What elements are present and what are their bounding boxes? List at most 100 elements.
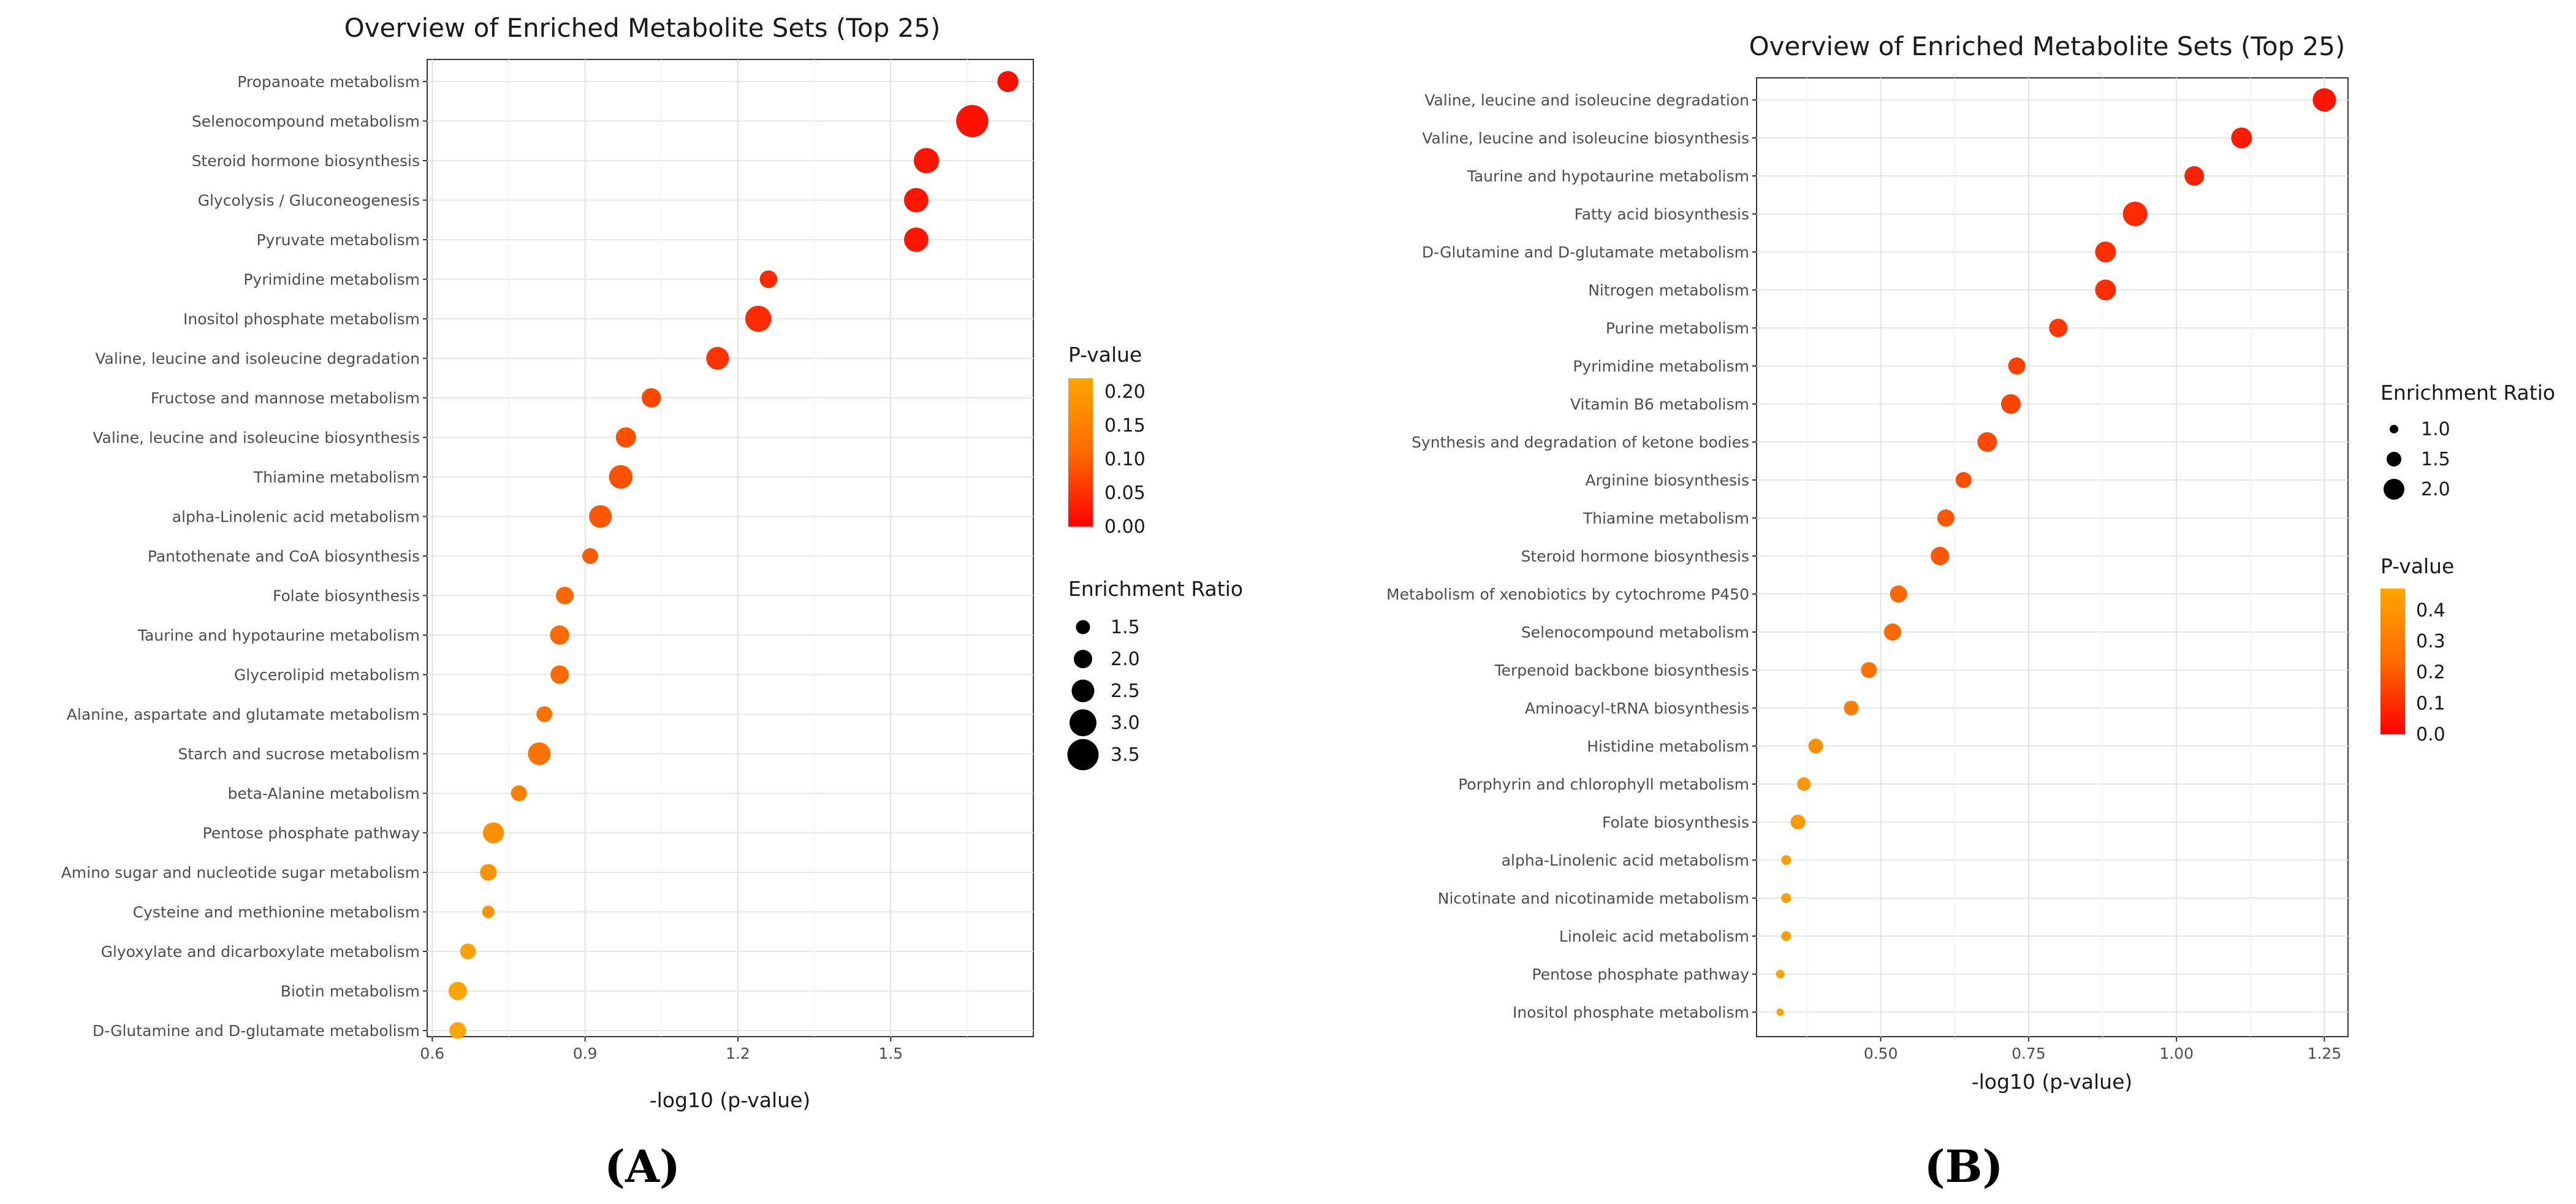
chart-a-x-tick-label: 1.5 bbox=[878, 1045, 903, 1062]
chart-a-size-legend: Enrichment Ratio 1.5 2.0 2.5 3.0 3.5 bbox=[1067, 577, 1243, 771]
chart-a-y-tick-label: Folate biosynthesis bbox=[273, 587, 420, 605]
chart-b-color-legend-label: 0.2 bbox=[2416, 662, 2445, 684]
chart-b-size-legend: Enrichment Ratio 1.0 1.5 2.0 bbox=[2380, 381, 2555, 500]
chart-a-x-tick-labels: 0.6 0.9 1.2 1.5 bbox=[420, 1045, 903, 1062]
chart-a-point bbox=[528, 742, 551, 765]
chart-b-x-tick-label: 0.50 bbox=[1864, 1045, 1898, 1062]
chart-b-color-legend: P-value 0.4 0.3 0.2 0.1 0.0 bbox=[2380, 554, 2454, 745]
chart-a-color-legend-label: 0.00 bbox=[1104, 516, 1146, 538]
chart-b-color-legend-label: 0.4 bbox=[2416, 600, 2445, 621]
chart-b-y-tick-label: Synthesis and degradation of ketone bodi… bbox=[1411, 433, 1749, 451]
chart-a-points bbox=[448, 70, 1019, 1039]
chart-b-color-legend-label: 0.3 bbox=[2416, 631, 2445, 652]
chart-b-point bbox=[2095, 280, 2116, 300]
chart-b-point bbox=[1861, 662, 1877, 678]
chart-a-x-axis-title: -log10 (p-value) bbox=[650, 1088, 811, 1112]
chart-a-size-legend-key bbox=[1071, 679, 1095, 703]
chart-b-title: Overview of Enriched Metabolite Sets (To… bbox=[1749, 31, 2346, 61]
chart-a-y-tick-label: beta-Alanine metabolism bbox=[228, 785, 420, 802]
chart-a-y-tick-label: Valine, leucine and isoleucine degradati… bbox=[95, 350, 420, 368]
chart-b-y-tick-label: Porphyrin and chlorophyll metabolism bbox=[1458, 775, 1749, 793]
chart-b-y-tick-label: Pyrimidine metabolism bbox=[1573, 357, 1749, 375]
chart-b-y-tick-label: Metabolism of xenobiotics by cytochrome … bbox=[1386, 585, 1749, 603]
chart-a-y-tick-label: Starch and sucrose metabolism bbox=[178, 745, 420, 763]
chart-b-color-legend-label: 0.1 bbox=[2416, 693, 2445, 714]
chart-b-point bbox=[1955, 472, 1972, 488]
chart-b-point bbox=[2122, 202, 2148, 226]
panel-a-label: (A) bbox=[604, 1140, 680, 1192]
chart-b-y-tick-label: Pentose phosphate pathway bbox=[1532, 966, 1750, 983]
chart-a-color-legend-label: 0.15 bbox=[1104, 415, 1146, 436]
chart-a-point bbox=[615, 427, 636, 448]
chart-a-point bbox=[482, 905, 495, 918]
chart-a-size-legend-label: 3.5 bbox=[1111, 744, 1140, 766]
chart-a-y-tick-label: Pyrimidine metabolism bbox=[243, 271, 420, 289]
chart-a-size-legend-label: 2.5 bbox=[1111, 680, 1140, 702]
chart-b-point bbox=[1790, 815, 1806, 829]
chart-b-point bbox=[2008, 357, 2026, 375]
chart-a-size-legend-key bbox=[1074, 650, 1092, 668]
chart-b-point bbox=[1776, 1008, 1784, 1016]
chart-a-size-legend-key bbox=[1070, 709, 1096, 736]
chart-b-point bbox=[1931, 547, 1950, 565]
chart-a-point bbox=[745, 305, 772, 332]
chart-a-point bbox=[589, 505, 612, 528]
chart-b-point bbox=[1781, 931, 1791, 941]
chart-a-point bbox=[913, 148, 940, 173]
chart-b-point bbox=[2049, 319, 2068, 337]
chart-a-color-legend: P-value 0.20 0.15 0.10 0.05 0.00 bbox=[1068, 343, 1146, 538]
chart-a-point bbox=[706, 347, 729, 370]
chart-b-point bbox=[1890, 585, 1907, 603]
chart-b-y-tick-label: Selenocompound metabolism bbox=[1521, 623, 1749, 641]
chart-a-size-legend-label: 3.0 bbox=[1111, 712, 1140, 734]
chart-a-y-tick-label: Glyoxylate and dicarboxylate metabolism bbox=[101, 943, 420, 961]
chart-b-size-legend-title: Enrichment Ratio bbox=[2380, 381, 2555, 405]
chart-b-y-tick-label: Aminoacyl-tRNA biosynthesis bbox=[1525, 699, 1749, 717]
chart-b-y-tick-label: Linoleic acid metabolism bbox=[1559, 928, 1749, 945]
chart-b-point bbox=[1797, 777, 1811, 791]
chart-b-size-legend-key bbox=[2384, 479, 2404, 500]
chart-a-point bbox=[460, 943, 476, 959]
chart-a-y-tick-label: D-Glutamine and D-glutamate metabolism bbox=[93, 1022, 420, 1040]
chart-b-point bbox=[2312, 88, 2336, 112]
chart-b-y-tick-label: Valine, leucine and isoleucine biosynthe… bbox=[1422, 129, 1749, 147]
chart-a-x-tick-label: 1.2 bbox=[726, 1045, 750, 1062]
chart-a-point bbox=[448, 981, 467, 1000]
chart-a-point bbox=[609, 465, 633, 489]
chart-b-y-tick-label: Folate biosynthesis bbox=[1602, 813, 1749, 831]
chart-a-y-tick-label: Amino sugar and nucleotide sugar metabol… bbox=[61, 864, 420, 882]
chart-b-y-tick-label: D-Glutamine and D-glutamate metabolism bbox=[1422, 243, 1749, 261]
chart-b-color-bar bbox=[2380, 589, 2405, 734]
chart-b-plot-area bbox=[1756, 77, 2349, 1037]
chart-a-point bbox=[550, 665, 569, 684]
chart-b-size-legend-label: 2.0 bbox=[2421, 479, 2450, 500]
chart-b-point bbox=[2184, 166, 2205, 186]
chart-a-point bbox=[903, 188, 929, 213]
chart-a-size-legend-title: Enrichment Ratio bbox=[1068, 577, 1243, 601]
chart-a: Overview of Enriched Metabolite Sets (To… bbox=[61, 13, 1243, 1192]
chart-b-size-legend-label: 1.0 bbox=[2421, 419, 2450, 440]
chart-b-points bbox=[1776, 88, 2336, 1016]
chart-b-point bbox=[2095, 242, 2116, 262]
chart-b-x-tick-labels: 0.50 0.75 1.00 1.25 bbox=[1864, 1045, 2341, 1062]
chart-b-gridlines bbox=[1752, 78, 2348, 1042]
chart-a-point bbox=[536, 706, 553, 722]
chart-b-y-tick-label: Fatty acid biosynthesis bbox=[1575, 205, 1749, 223]
chart-a-size-legend-label: 1.5 bbox=[1111, 617, 1140, 638]
chart-a-y-tick-label: Taurine and hypotaurine metabolism bbox=[137, 627, 420, 644]
chart-a-color-legend-label: 0.20 bbox=[1104, 381, 1146, 403]
chart-b-size-legend-label: 1.5 bbox=[2421, 449, 2450, 470]
chart-b-y-tick-label: Histidine metabolism bbox=[1587, 737, 1749, 755]
chart-b-point bbox=[2231, 128, 2252, 148]
chart-a-y-tick-label: Inositol phosphate metabolism bbox=[183, 310, 420, 328]
chart-a-plot-area bbox=[427, 59, 1034, 1037]
chart-b-color-legend-label: 0.0 bbox=[2416, 724, 2445, 745]
chart-b-x-tick-label: 1.25 bbox=[2308, 1045, 2342, 1062]
chart-b-x-tick-label: 0.75 bbox=[2012, 1045, 2046, 1062]
chart-a-y-tick-label: Fructose and mannose metabolism bbox=[151, 389, 420, 407]
chart-b: Overview of Enriched Metabolite Sets (To… bbox=[1386, 31, 2555, 1192]
chart-a-y-tick-label: Alanine, aspartate and glutamate metabol… bbox=[67, 706, 420, 723]
chart-b-size-legend-key bbox=[2387, 452, 2401, 467]
chart-b-y-tick-label: Taurine and hypotaurine metabolism bbox=[1467, 167, 1749, 185]
chart-a-point bbox=[449, 1022, 466, 1039]
